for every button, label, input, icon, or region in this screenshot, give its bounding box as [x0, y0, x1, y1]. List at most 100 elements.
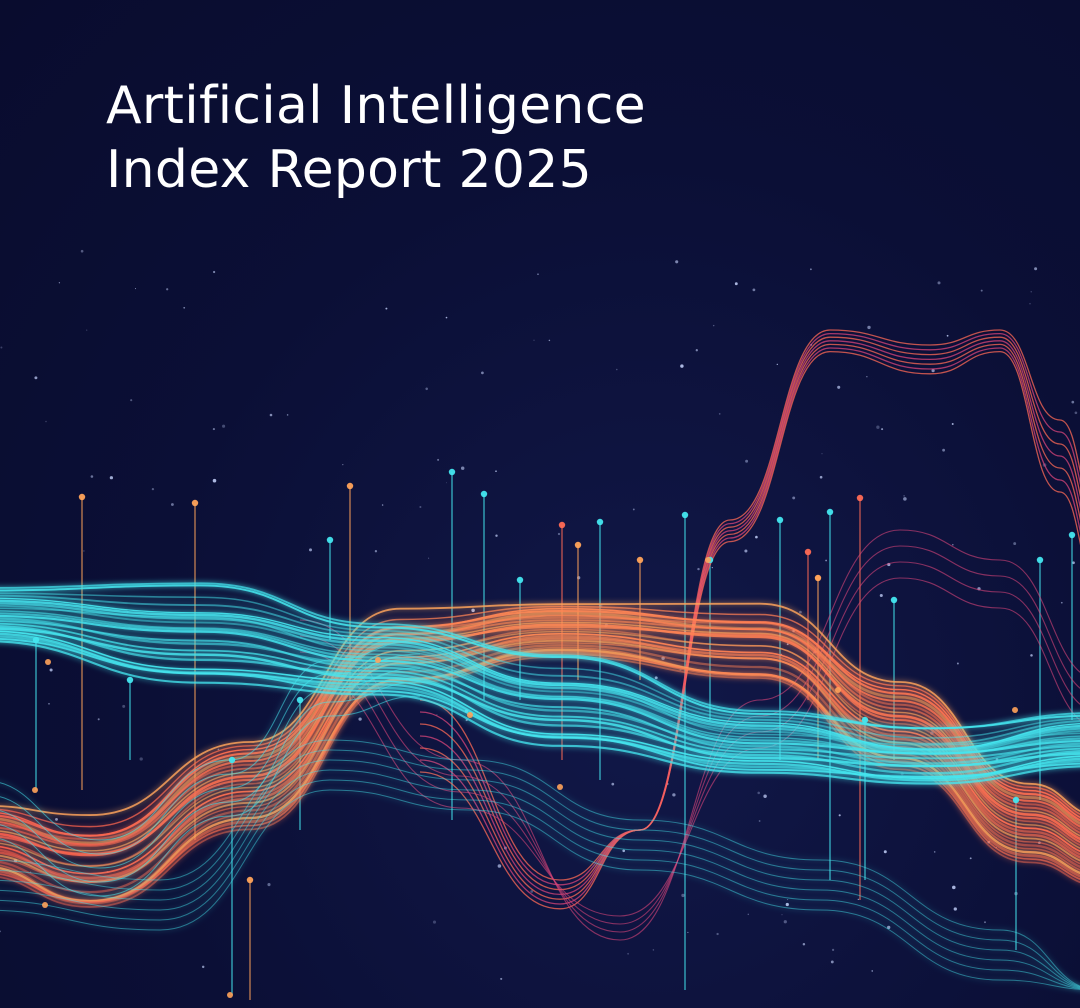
star [627, 952, 629, 955]
spike-dot [804, 548, 812, 556]
star [951, 543, 954, 546]
star [871, 970, 873, 972]
cyan-wave [0, 594, 1080, 745]
magenta-wave [419, 332, 1080, 886]
spike-dot [346, 482, 354, 490]
cyan-wave [0, 639, 421, 841]
star [747, 913, 750, 916]
magenta-wave [299, 529, 1080, 941]
star [212, 428, 215, 431]
star [1072, 561, 1075, 565]
star [883, 850, 887, 854]
star [471, 608, 475, 613]
spike-tip-dots [32, 468, 1076, 998]
coral-wave [0, 630, 1080, 867]
star [1013, 542, 1017, 546]
star [695, 349, 698, 352]
star [716, 932, 719, 936]
cyan-wave [0, 695, 421, 897]
star [86, 329, 88, 331]
star [802, 943, 806, 946]
star [286, 414, 289, 416]
spike-dot [516, 576, 524, 584]
spike-dot [32, 636, 40, 644]
star [622, 849, 626, 853]
star [616, 368, 618, 371]
cyan-wave [0, 614, 1080, 755]
star [745, 459, 749, 463]
spike-dot [574, 541, 582, 549]
star [763, 794, 767, 798]
report-title: Artificial Intelligence Index Report 202… [106, 74, 646, 202]
star [1074, 411, 1078, 415]
star [654, 676, 658, 680]
star [217, 748, 220, 751]
spike-dot [126, 676, 134, 684]
star [428, 557, 430, 559]
star [712, 324, 715, 327]
star [755, 535, 758, 539]
magenta-wave [419, 329, 1080, 881]
star [1071, 400, 1075, 404]
spark-dot [1012, 707, 1018, 713]
star [1060, 601, 1063, 604]
star [838, 814, 841, 817]
star [837, 385, 841, 389]
star [953, 907, 957, 911]
spark-dot [815, 575, 821, 581]
star [785, 902, 789, 907]
star [857, 898, 859, 901]
cyan-wave [0, 640, 1080, 785]
star [222, 424, 226, 428]
coral-wave [0, 642, 1080, 884]
cyan-wave [0, 759, 1080, 988]
star [201, 965, 205, 969]
spike-dot [246, 876, 254, 884]
spike-dot [636, 556, 644, 564]
star [0, 930, 1, 933]
spike-dot [890, 596, 898, 604]
spark-dot [557, 784, 563, 790]
cyan-wave-bundle [0, 582, 1080, 990]
cyan-wave [0, 749, 1080, 988]
star [432, 920, 437, 924]
cyan-wave [0, 584, 1080, 730]
star [876, 425, 880, 429]
star [342, 464, 344, 466]
star [497, 864, 502, 868]
cyan-wave [0, 592, 1080, 739]
magenta-wave [419, 340, 1080, 896]
star [787, 899, 789, 901]
spike-dot [448, 468, 456, 476]
cyan-wave [0, 667, 421, 869]
spark-dot [705, 557, 711, 563]
spike-dot [1012, 796, 1020, 804]
star [681, 893, 685, 898]
star [557, 532, 561, 536]
spike-dot [861, 716, 869, 724]
star [711, 567, 713, 569]
cyan-wave [0, 637, 1080, 778]
spark-dot [227, 992, 233, 998]
cyan-wave [0, 789, 1080, 990]
star [903, 495, 905, 497]
star [781, 914, 783, 916]
star [680, 364, 684, 368]
star [652, 949, 655, 951]
star [548, 339, 551, 342]
spike-dot [681, 511, 689, 519]
spike-dot [1068, 531, 1076, 539]
cyan-wave [0, 620, 1080, 760]
star [533, 339, 535, 341]
coral-wave [0, 608, 1080, 837]
star [45, 420, 47, 423]
star [672, 793, 676, 797]
star [151, 487, 155, 491]
star [819, 475, 823, 479]
star [799, 610, 802, 614]
star [445, 316, 448, 319]
spike-dot [78, 493, 86, 501]
star [786, 643, 789, 646]
spike-dot [856, 494, 864, 502]
